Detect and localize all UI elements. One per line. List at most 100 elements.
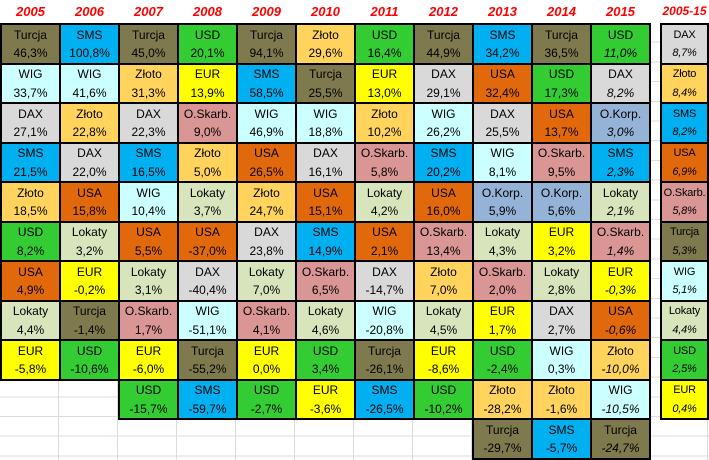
asset-return: 4,4%	[672, 323, 697, 336]
asset-name: SMS	[253, 67, 280, 81]
asset-name: EUR	[253, 343, 280, 358]
asset-cell: EUR 13,0%	[354, 62, 415, 104]
year-header: 2008	[193, 4, 222, 19]
asset-return: 9,5%	[547, 164, 576, 179]
year-column-2007: 2007 Turcja 45,0% Złoto 31,3% DAX 22,3% SMS 16,5…	[118, 0, 179, 420]
year-header: 2005-15	[662, 4, 707, 18]
year-header: 2006	[75, 4, 104, 19]
asset-return: -5,8%	[14, 362, 47, 376]
asset-name: USD	[76, 343, 103, 358]
asset-cell: Złoto 5,0%	[177, 141, 238, 183]
asset-cell: WIG 26,2%	[413, 102, 474, 144]
asset-return: 1,7%	[134, 322, 163, 337]
asset-name: DAX	[195, 264, 220, 279]
asset-cell: Złoto 7,0%	[413, 260, 474, 302]
asset-return: 15,1%	[308, 204, 343, 218]
asset-name: USD	[548, 67, 575, 81]
asset-cell: Turcja -55,2%	[177, 339, 238, 381]
asset-name: EUR	[489, 304, 516, 318]
asset-name: DAX	[490, 106, 515, 121]
asset-cell: Turcja -24,7%	[590, 418, 651, 460]
asset-name: DAX	[372, 264, 397, 279]
year-column-2006: 2006 SMS 100,8% WIG 41,6% Złoto 22,8% DAX 22,0% U…	[59, 0, 120, 381]
asset-name: WIG	[313, 106, 338, 121]
asset-return: 4,1%	[252, 322, 281, 337]
asset-return: -8,6%	[427, 362, 460, 376]
asset-name: USD	[430, 383, 457, 397]
asset-name: USA	[18, 264, 43, 279]
asset-name: SMS	[489, 27, 516, 42]
asset-return: 24,7%	[249, 204, 284, 218]
asset-cell: Turcja -29,7%	[472, 418, 533, 460]
asset-return: 3,0%	[606, 125, 635, 139]
asset-return: 3,1%	[134, 283, 163, 297]
asset-return: -5,7%	[545, 441, 578, 455]
asset-return: 8,2%	[672, 126, 697, 138]
asset-cell: O.Skarb. 2,0%	[472, 260, 533, 302]
asset-return: -10,6%	[70, 362, 109, 376]
asset-cell: USA 13,7%	[531, 102, 592, 144]
asset-cell: WIG 33,7%	[0, 62, 61, 104]
asset-return: 5,6%	[547, 204, 576, 218]
asset-cell: O.Korp. 3,0%	[590, 102, 651, 144]
asset-return: 13,4%	[426, 243, 461, 258]
year-header: 2009	[252, 4, 281, 19]
asset-name: Turcja	[309, 67, 342, 81]
asset-cell: USD -2,4%	[472, 339, 533, 381]
asset-return: 4,6%	[311, 322, 340, 337]
asset-return: 2,0%	[488, 283, 517, 297]
asset-name: Lokaty	[425, 304, 462, 318]
asset-cell: WIG -51,1%	[177, 299, 238, 341]
asset-name: Turcja	[73, 304, 106, 318]
asset-return: 1,7%	[488, 322, 517, 337]
year-header: 2013	[488, 4, 517, 19]
asset-cell: Turcja 44,9%	[413, 23, 474, 65]
asset-name: Lokaty	[71, 225, 108, 239]
asset-name: Złoto	[135, 67, 162, 81]
asset-return: -10,2%	[424, 401, 463, 416]
asset-return: 2,3%	[606, 164, 635, 179]
asset-return: 0,0%	[252, 362, 281, 376]
asset-cell: SMS 14,9%	[295, 220, 356, 262]
asset-name: WIG	[608, 383, 633, 397]
asset-return: 20,1%	[190, 46, 225, 60]
asset-cell: Lokaty 4,5%	[413, 299, 474, 341]
asset-cell: EUR -3,6%	[295, 378, 356, 420]
asset-cell: DAX 8,7%	[660, 23, 709, 65]
asset-return: 58,5%	[249, 85, 284, 100]
asset-cell: O.Skarb. 1,7%	[118, 299, 179, 341]
asset-return: 46,3%	[13, 46, 48, 60]
asset-name: Turcja	[191, 343, 224, 358]
asset-cell: O.Skarb. 6,5%	[295, 260, 356, 302]
asset-return: 5,1%	[672, 284, 697, 296]
asset-name: DAX	[18, 106, 43, 121]
asset-name: Turcja	[545, 27, 578, 42]
asset-cell: Złoto 29,6%	[295, 23, 356, 65]
asset-name: SMS	[76, 27, 103, 42]
asset-return: 9,0%	[193, 125, 222, 139]
asset-cell: DAX 25,5%	[472, 102, 533, 144]
asset-name: O.Korp.	[599, 106, 642, 121]
asset-cell: USD 3,4%	[295, 339, 356, 381]
asset-cell: WIG 18,8%	[295, 102, 356, 144]
year-column-2009: 2009 Turcja 94,1% SMS 58,5% WIG 46,9% USA 26,5% Z…	[236, 0, 297, 420]
asset-return: 34,2%	[485, 46, 520, 60]
asset-name: USD	[673, 344, 696, 357]
asset-cell: USA 26,5%	[236, 141, 297, 183]
asset-name: Lokaty	[366, 185, 403, 200]
asset-return: -20,8%	[365, 322, 404, 337]
asset-name: Turcja	[132, 27, 165, 42]
asset-name: EUR	[17, 343, 44, 358]
asset-return: -2,7%	[250, 401, 283, 416]
asset-cell: EUR -0,2%	[59, 260, 120, 302]
asset-return: 18,8%	[308, 125, 343, 139]
asset-cell: Złoto 10,2%	[354, 102, 415, 144]
asset-name: WIG	[77, 67, 102, 81]
asset-return: -10,0%	[601, 362, 640, 376]
asset-return: 4,4%	[16, 322, 45, 337]
asset-cell: Lokaty 3,7%	[177, 181, 238, 223]
asset-return: 15,8%	[72, 204, 107, 218]
asset-cell: Lokaty 2,8%	[531, 260, 592, 302]
asset-return: 27,1%	[13, 125, 48, 139]
asset-cell: SMS 100,8%	[59, 23, 120, 65]
